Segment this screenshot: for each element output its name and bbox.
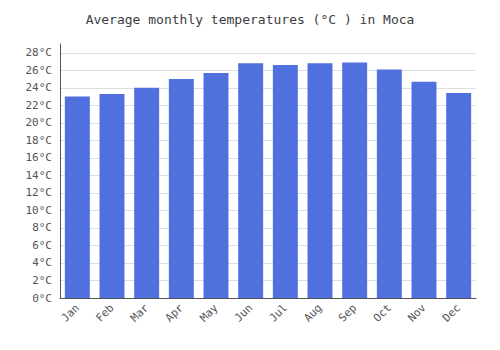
svg-text:8°C: 8°C	[32, 221, 52, 234]
svg-text:Oct: Oct	[371, 301, 394, 324]
svg-text:26°C: 26°C	[26, 64, 53, 77]
svg-text:24°C: 24°C	[26, 81, 53, 94]
svg-text:18°C: 18°C	[26, 134, 53, 147]
svg-text:28°C: 28°C	[26, 46, 53, 59]
svg-text:0°C: 0°C	[32, 292, 52, 305]
svg-text:May: May	[197, 301, 220, 324]
svg-text:4°C: 4°C	[32, 256, 52, 269]
svg-text:Nov: Nov	[405, 301, 428, 324]
svg-text:Sep: Sep	[336, 301, 359, 324]
svg-text:Dec: Dec	[440, 301, 463, 324]
svg-text:12°C: 12°C	[26, 186, 53, 199]
svg-text:6°C: 6°C	[32, 239, 52, 252]
svg-text:Jul: Jul	[267, 301, 290, 324]
svg-text:10°C: 10°C	[26, 204, 53, 217]
svg-text:Apr: Apr	[163, 301, 186, 324]
svg-text:Jan: Jan	[59, 301, 82, 324]
svg-text:20°C: 20°C	[26, 116, 53, 129]
svg-text:Aug: Aug	[301, 301, 324, 324]
svg-text:Feb: Feb	[93, 301, 116, 324]
svg-text:Jun: Jun	[232, 301, 255, 324]
svg-text:22°C: 22°C	[26, 99, 53, 112]
svg-text:2°C: 2°C	[32, 274, 52, 287]
svg-text:Mar: Mar	[128, 301, 151, 324]
svg-text:Average monthly temperatures (: Average monthly temperatures (°C ) in Mo…	[86, 12, 415, 27]
svg-text:14°C: 14°C	[26, 169, 53, 182]
svg-text:16°C: 16°C	[26, 151, 53, 164]
